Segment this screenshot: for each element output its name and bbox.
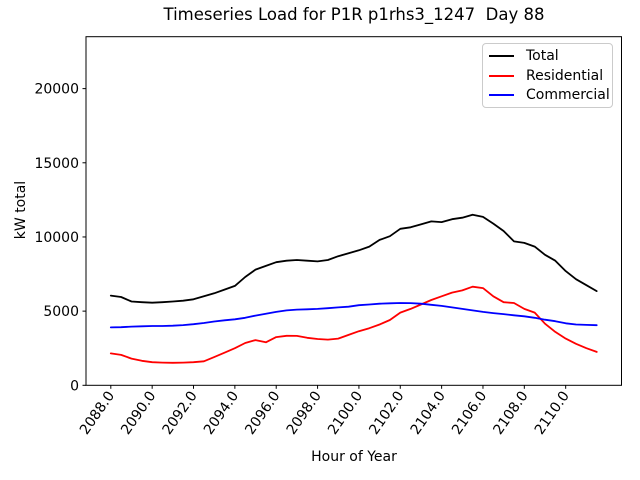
chart-title: Timeseries Load for P1R p1rhs3_1247 Day … (163, 5, 545, 24)
series-line-residential (109, 285, 598, 364)
legend-line-residential (489, 74, 514, 77)
series-line-total (109, 213, 598, 304)
legend-item-commercial: Commercial (489, 85, 610, 105)
legend-label-total: Total (526, 47, 559, 64)
series-line-commercial (109, 302, 598, 329)
y-tick-label: 5000 (43, 304, 79, 320)
x-tick-label: 2098.0 (284, 388, 325, 437)
y-tick-label: 20000 (34, 82, 79, 98)
x-tick-label: 2096.0 (242, 388, 283, 437)
x-axis-label: Hour of Year (311, 449, 397, 465)
x-tick-label: 2092.0 (160, 388, 201, 437)
x-tick-label: 2108.0 (490, 388, 531, 437)
x-tick-label: 2102.0 (366, 388, 407, 437)
x-tick-label: 2094.0 (201, 388, 242, 437)
x-tick-label: 2100.0 (325, 388, 366, 437)
x-tick-label: 2104.0 (408, 388, 449, 437)
legend-line-commercial (489, 94, 514, 97)
plot-frame (85, 36, 622, 386)
legend-item-total: Total (489, 46, 606, 66)
y-tick-label: 10000 (34, 230, 79, 246)
legend-label-residential: Residential (526, 67, 604, 84)
legend-label-commercial: Commercial (526, 87, 610, 104)
x-tick-label: 2088.0 (77, 388, 118, 437)
y-tick-label: 15000 (34, 156, 79, 172)
x-tick-label: 2090.0 (118, 388, 159, 437)
legend: Total Residential Commercial (482, 43, 613, 108)
y-axis-label: kW total (13, 180, 29, 240)
x-tick-label: 2110.0 (532, 388, 573, 437)
legend-line-total (489, 54, 514, 57)
legend-item-residential: Residential (489, 66, 606, 86)
x-tick-label: 2106.0 (449, 388, 490, 437)
y-tick-label: 0 (70, 378, 79, 394)
